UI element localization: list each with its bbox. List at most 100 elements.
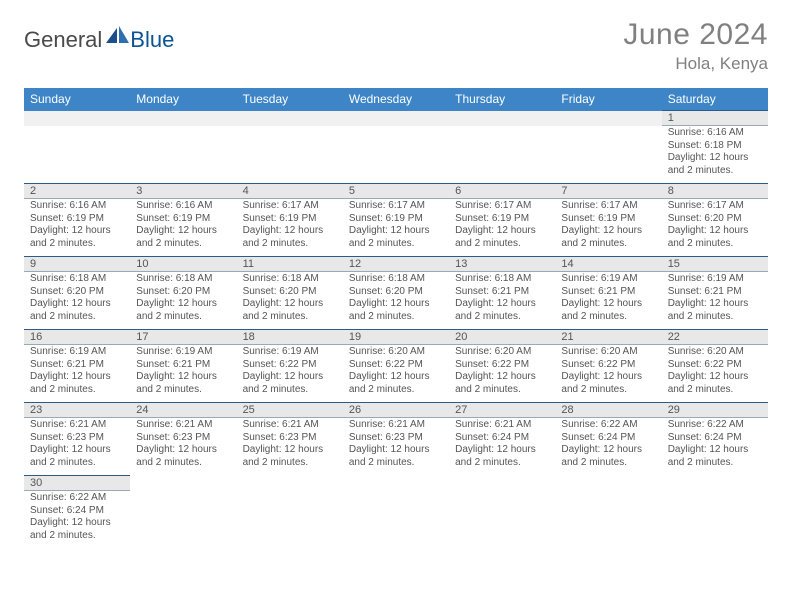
day-sr: Sunrise: 6:18 AM (349, 273, 443, 286)
day-number-cell (555, 476, 661, 491)
day-sr: Sunrise: 6:16 AM (30, 200, 124, 213)
day-number-cell: 8 (662, 184, 768, 199)
day-d1: Daylight: 12 hours (561, 371, 655, 384)
day-number-cell: 11 (237, 257, 343, 272)
day-d1: Daylight: 12 hours (455, 371, 549, 384)
day-number-cell (555, 111, 661, 126)
day-body-cell (343, 126, 449, 184)
day-d2: and 2 minutes. (349, 384, 443, 397)
day-d2: and 2 minutes. (668, 311, 762, 324)
day-d2: and 2 minutes. (136, 457, 230, 470)
day-d1: Daylight: 12 hours (349, 444, 443, 457)
day-number-cell: 1 (662, 111, 768, 126)
day-number-cell: 30 (24, 476, 130, 491)
dow-monday: Monday (130, 88, 236, 111)
day-sr: Sunrise: 6:20 AM (561, 346, 655, 359)
day-d2: and 2 minutes. (349, 311, 443, 324)
day-d1: Daylight: 12 hours (243, 298, 337, 311)
day-number-cell: 27 (449, 403, 555, 418)
week-body-row: Sunrise: 6:16 AMSunset: 6:18 PMDaylight:… (24, 126, 768, 184)
day-sr: Sunrise: 6:17 AM (243, 200, 337, 213)
day-sr: Sunrise: 6:19 AM (668, 273, 762, 286)
day-d2: and 2 minutes. (349, 238, 443, 251)
day-d2: and 2 minutes. (243, 457, 337, 470)
day-d2: and 2 minutes. (455, 238, 549, 251)
day-sr: Sunrise: 6:19 AM (136, 346, 230, 359)
day-number-cell: 10 (130, 257, 236, 272)
day-ss: Sunset: 6:20 PM (136, 286, 230, 299)
dow-friday: Friday (555, 88, 661, 111)
day-d2: and 2 minutes. (668, 384, 762, 397)
day-d2: and 2 minutes. (30, 311, 124, 324)
day-number-cell: 22 (662, 330, 768, 345)
day-d1: Daylight: 12 hours (349, 225, 443, 238)
day-number-cell: 6 (449, 184, 555, 199)
dow-saturday: Saturday (662, 88, 768, 111)
day-d1: Daylight: 12 hours (561, 444, 655, 457)
day-body-cell: Sunrise: 6:22 AMSunset: 6:24 PMDaylight:… (662, 418, 768, 476)
day-body-cell: Sunrise: 6:17 AMSunset: 6:19 PMDaylight:… (555, 199, 661, 257)
day-body-cell (449, 491, 555, 549)
day-d2: and 2 minutes. (455, 311, 549, 324)
day-sr: Sunrise: 6:17 AM (668, 200, 762, 213)
day-number-cell (662, 476, 768, 491)
day-number-cell: 23 (24, 403, 130, 418)
day-number-cell (237, 476, 343, 491)
week-num-row: 9101112131415 (24, 257, 768, 272)
day-number-cell: 19 (343, 330, 449, 345)
day-sr: Sunrise: 6:16 AM (136, 200, 230, 213)
day-d2: and 2 minutes. (668, 238, 762, 251)
logo: General Blue (24, 26, 174, 53)
day-sr: Sunrise: 6:21 AM (30, 419, 124, 432)
day-sr: Sunrise: 6:21 AM (243, 419, 337, 432)
day-number-cell: 24 (130, 403, 236, 418)
day-body-cell: Sunrise: 6:21 AMSunset: 6:23 PMDaylight:… (130, 418, 236, 476)
day-body-cell (237, 126, 343, 184)
day-d1: Daylight: 12 hours (30, 444, 124, 457)
day-body-cell: Sunrise: 6:17 AMSunset: 6:20 PMDaylight:… (662, 199, 768, 257)
week-num-row: 2345678 (24, 184, 768, 199)
day-d1: Daylight: 12 hours (243, 371, 337, 384)
day-body-cell: Sunrise: 6:19 AMSunset: 6:21 PMDaylight:… (130, 345, 236, 403)
day-ss: Sunset: 6:22 PM (349, 359, 443, 372)
day-d2: and 2 minutes. (30, 238, 124, 251)
day-sr: Sunrise: 6:22 AM (561, 419, 655, 432)
day-number-cell: 26 (343, 403, 449, 418)
day-number-cell: 12 (343, 257, 449, 272)
day-ss: Sunset: 6:24 PM (561, 432, 655, 445)
day-sr: Sunrise: 6:19 AM (561, 273, 655, 286)
dow-wednesday: Wednesday (343, 88, 449, 111)
day-d2: and 2 minutes. (561, 311, 655, 324)
day-number-cell (130, 476, 236, 491)
day-d2: and 2 minutes. (349, 457, 443, 470)
day-ss: Sunset: 6:19 PM (561, 213, 655, 226)
day-body-cell: Sunrise: 6:18 AMSunset: 6:20 PMDaylight:… (343, 272, 449, 330)
week-num-row: 30 (24, 476, 768, 491)
day-number-cell: 20 (449, 330, 555, 345)
title-block: June 2024 Hola, Kenya (623, 18, 768, 74)
month-title: June 2024 (623, 18, 768, 52)
day-body-cell (24, 126, 130, 184)
day-d2: and 2 minutes. (30, 384, 124, 397)
day-d2: and 2 minutes. (30, 457, 124, 470)
day-ss: Sunset: 6:23 PM (349, 432, 443, 445)
day-d1: Daylight: 12 hours (668, 444, 762, 457)
week-body-row: Sunrise: 6:16 AM Sunset: 6:19 PM Daylight:… (24, 199, 768, 257)
day-ss: Sunset: 6:22 PM (455, 359, 549, 372)
day-d1: Daylight: 12 hours (668, 225, 762, 238)
day-ss: Sunset: 6:22 PM (561, 359, 655, 372)
day-sr: Sunrise: 6:20 AM (668, 346, 762, 359)
day-body-cell: Sunrise: 6:21 AMSunset: 6:24 PMDaylight:… (449, 418, 555, 476)
day-body-cell (449, 126, 555, 184)
day-body-cell: Sunrise: 6:20 AMSunset: 6:22 PMDaylight:… (343, 345, 449, 403)
day-body-cell: Sunrise: 6:16 AMSunset: 6:19 PMDaylight:… (130, 199, 236, 257)
day-d1: Daylight: 12 hours (243, 225, 337, 238)
day-body-cell: Sunrise: 6:17 AMSunset: 6:19 PMDaylight:… (237, 199, 343, 257)
day-ss: Sunset: 6:20 PM (30, 286, 124, 299)
day-sr: Sunrise: 6:22 AM (668, 419, 762, 432)
week-body-row: Sunrise: 6:21 AMSunset: 6:23 PMDaylight:… (24, 418, 768, 476)
day-d2: and 2 minutes. (136, 311, 230, 324)
day-d1: Daylight: 12 hours (349, 371, 443, 384)
day-body-cell: Sunrise: 6:22 AMSunset: 6:24 PMDaylight:… (555, 418, 661, 476)
day-d2: and 2 minutes. (30, 530, 124, 543)
